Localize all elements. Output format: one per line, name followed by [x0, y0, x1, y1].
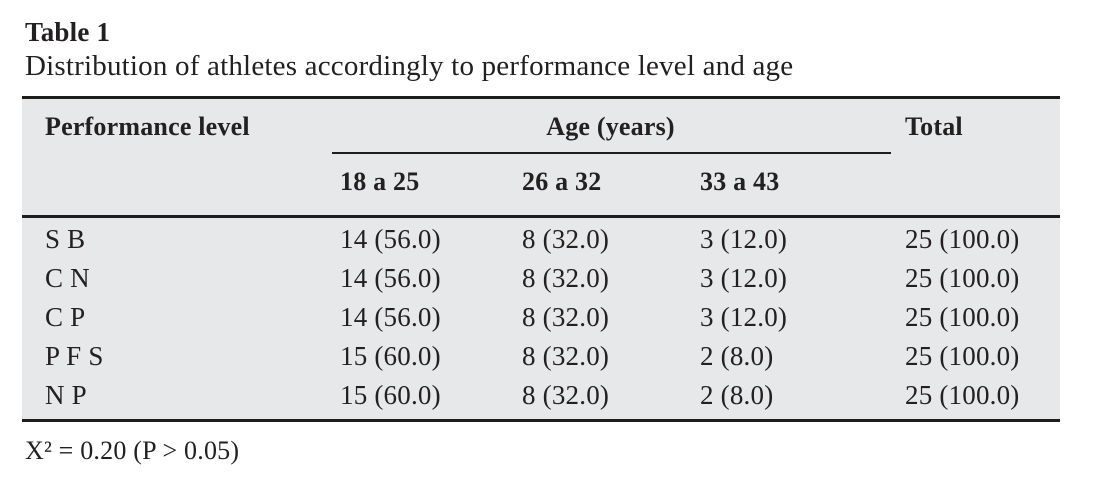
cell-value: 25 (100.0) [905, 263, 1020, 293]
age-group-header-label: Age (years) [546, 112, 675, 141]
row-label: S B [22, 215, 340, 259]
row-label: C N [45, 263, 90, 293]
table-title: Table 1 [25, 17, 111, 47]
row-label: C P [45, 302, 86, 332]
chi-square-footnote: X² = 0.20 (P > 0.05) [25, 436, 240, 465]
cell-value: 14 (56.0) [340, 263, 441, 293]
cell-value: 8 (32.0) [522, 215, 700, 259]
cell-value: 14 (56.0) [340, 302, 441, 332]
cell-value: 2 (8.0) [700, 380, 774, 410]
cell-value: 15 (60.0) [340, 341, 441, 371]
row-label: P F S [45, 341, 104, 371]
cell-value: 3 (12.0) [700, 302, 788, 332]
cell-value: 15 (60.0) [340, 380, 441, 410]
cell-value: 8 (32.0) [522, 302, 610, 332]
cell-value: 8 (32.0) [522, 263, 610, 293]
cell-value: 25 (100.0) [905, 380, 1020, 410]
age-group-underline [332, 152, 891, 154]
age-bracket-18-25: 18 a 25 [340, 167, 420, 196]
table-row: C P 14 (56.0) 8 (32.0) 3 (12.0) 25 (100.… [22, 298, 1060, 337]
distribution-table: Performance level Age (years) Total 18 a… [22, 96, 1060, 422]
table-row: C N 14 (56.0) 8 (32.0) 3 (12.0) 25 (100.… [22, 259, 1060, 298]
row-label: N P [45, 380, 87, 410]
cell-value: 8 (32.0) [522, 380, 610, 410]
table-row: P F S 15 (60.0) 8 (32.0) 2 (8.0) 25 (100… [22, 337, 1060, 376]
header-row-group: Performance level Age (years) Total [22, 98, 1060, 154]
cell-value: 25 (100.0) [905, 215, 1060, 259]
cell-value: 8 (32.0) [522, 341, 610, 371]
cell-value: 3 (12.0) [700, 215, 905, 259]
age-group-header-cell: Age (years) [332, 98, 905, 154]
table-caption: Distribution of athletes accordingly to … [25, 50, 794, 82]
table-row: S B 14 (56.0) 8 (32.0) 3 (12.0) 25 (100.… [22, 215, 1060, 259]
cell-value: 14 (56.0) [340, 215, 522, 259]
performance-level-header: Performance level [45, 112, 250, 141]
age-bracket-33-43: 33 a 43 [700, 167, 780, 196]
total-header: Total [905, 112, 963, 141]
header-row-age-brackets: 18 a 25 26 a 32 33 a 43 [22, 154, 1060, 217]
cell-value: 25 (100.0) [905, 341, 1020, 371]
cell-value: 3 (12.0) [700, 263, 788, 293]
age-bracket-26-32: 26 a 32 [522, 167, 602, 196]
cell-value: 2 (8.0) [700, 341, 774, 371]
table-row: N P 15 (60.0) 8 (32.0) 2 (8.0) 25 (100.0… [22, 376, 1060, 421]
cell-value: 25 (100.0) [905, 302, 1020, 332]
table-container: Performance level Age (years) Total 18 a… [22, 96, 1095, 422]
